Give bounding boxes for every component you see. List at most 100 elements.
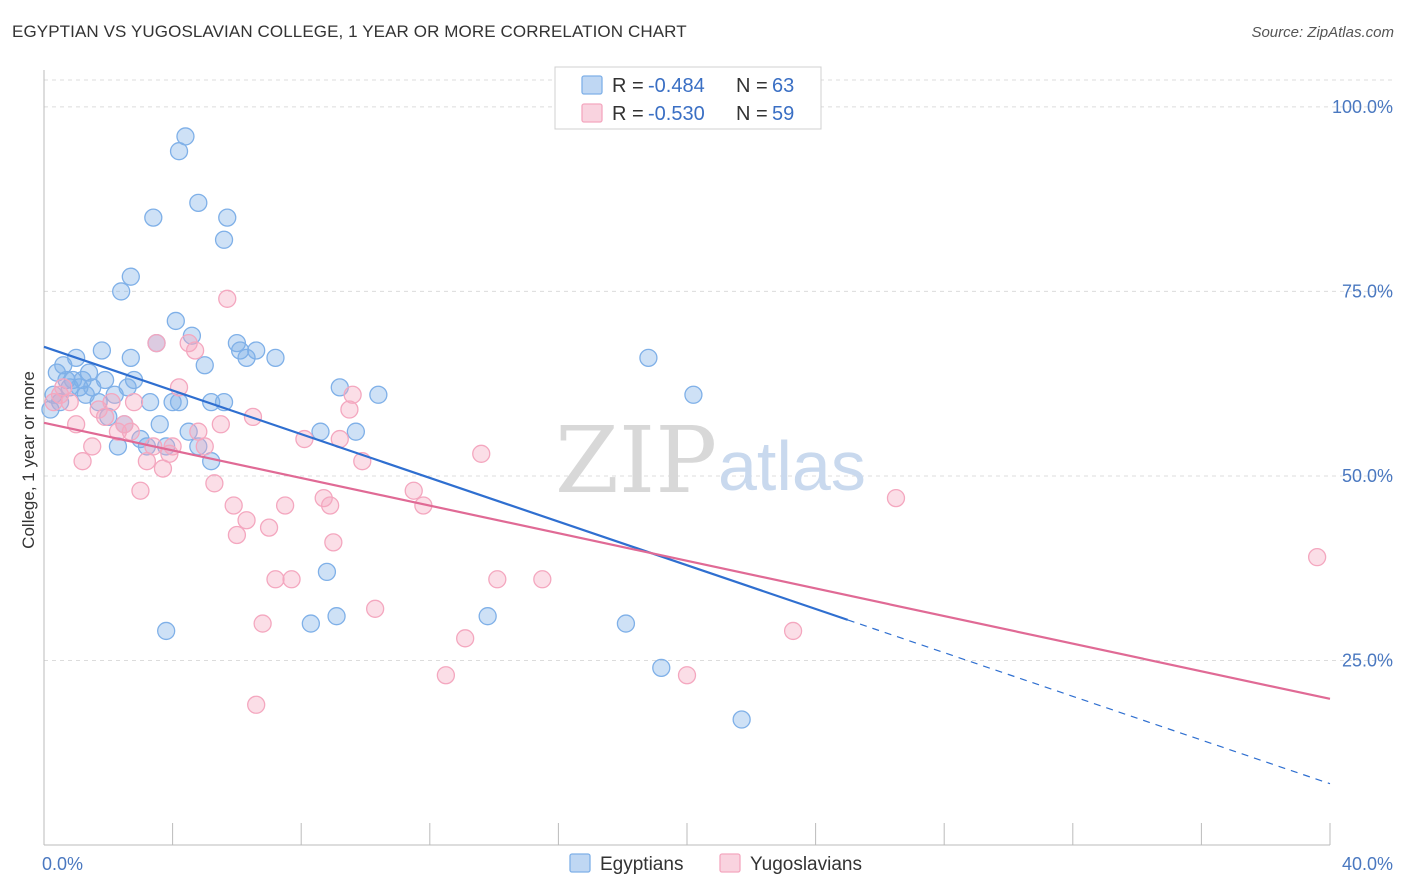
point-yugoslavians-36 [266, 570, 285, 589]
legend-n-label-egyptians: N = [736, 75, 768, 97]
y-tick-label-0: 25.0% [1342, 650, 1393, 670]
y-tick-label-1: 50.0% [1342, 466, 1393, 486]
y-tick-label-3: 100.0% [1332, 97, 1393, 117]
legend-r-value-egyptians: -0.484 [648, 75, 705, 97]
point-yugoslavians-45 [343, 385, 362, 404]
point-yugoslavians-11 [115, 415, 134, 434]
y-axis-label: College, 1 year or more [19, 371, 38, 549]
point-yugoslavians-53 [488, 570, 507, 589]
point-egyptians-43 [176, 127, 195, 146]
series-legend-swatch-egyptians[interactable] [569, 853, 591, 873]
point-yugoslavians-23 [185, 341, 205, 360]
stats-legend: R = -0.484 N = 63 R = -0.530 N = 59 [554, 66, 822, 130]
point-egyptians-52 [247, 341, 266, 360]
point-yugoslavians-10 [108, 422, 128, 441]
watermark-atlas: atlas [718, 427, 866, 505]
point-egyptians-22 [121, 348, 140, 368]
legend-n-value-yugoslavians: 59 [772, 103, 794, 125]
point-egyptians-59 [346, 422, 366, 441]
chart-source: Source: ZipAtlas.com [1251, 24, 1394, 41]
point-yugoslavians-38 [282, 570, 301, 589]
point-yugoslavians-40 [314, 488, 333, 508]
point-yugoslavians-0 [44, 392, 63, 412]
legend-n-value-egyptians: 63 [772, 75, 794, 97]
point-egyptians-40 [157, 621, 176, 641]
series-legend-label-egyptians[interactable]: Egyptians [600, 854, 683, 875]
point-yugoslavians-5 [73, 452, 92, 471]
point-egyptians-53 [266, 348, 285, 368]
point-yugoslavians-29 [224, 496, 243, 515]
point-yugoslavians-6 [83, 437, 102, 456]
legend-swatch-egyptians [581, 75, 603, 95]
point-egyptians-45 [189, 193, 208, 213]
point-egyptians-54 [301, 614, 320, 633]
point-yugoslavians-34 [253, 614, 272, 633]
point-yugoslavians-54 [533, 570, 552, 589]
point-egyptians-32 [179, 422, 198, 441]
legend-swatch-yugoslavians [581, 103, 603, 123]
point-egyptians-57 [327, 607, 346, 626]
legend-r-label-yugoslavians: R = [612, 103, 644, 125]
series-legend-swatch-yugoslavians[interactable] [719, 853, 741, 873]
point-yugoslavians-56 [783, 621, 803, 641]
point-egyptians-63 [639, 348, 658, 368]
series-legend-label-yugoslavians[interactable]: Yugoslavians [750, 854, 862, 875]
point-yugoslavians-9 [102, 392, 121, 412]
point-yugoslavians-27 [211, 415, 230, 434]
point-yugoslavians-41 [320, 496, 340, 515]
trend-lines [43, 345, 1331, 785]
point-yugoslavians-12 [121, 422, 140, 441]
point-yugoslavians-33 [247, 695, 266, 714]
point-egyptians-3 [50, 392, 70, 412]
point-egyptians-10 [73, 370, 92, 390]
point-egyptians-60 [369, 385, 388, 404]
point-egyptians-1 [44, 385, 63, 404]
point-egyptians-62 [616, 614, 636, 633]
point-yugoslavians-44 [340, 400, 359, 419]
point-yugoslavians-52 [472, 444, 491, 463]
point-egyptians-7 [63, 370, 83, 390]
gridlines [44, 79, 1392, 661]
point-yugoslavians-30 [227, 525, 247, 545]
point-egyptians-34 [195, 356, 214, 375]
point-egyptians-37 [112, 282, 131, 301]
point-yugoslavians-17 [147, 333, 166, 353]
point-yugoslavians-35 [259, 518, 279, 537]
point-egyptians-48 [218, 208, 237, 227]
x-tick-label-0: 0.0% [42, 854, 83, 874]
point-yugoslavians-50 [436, 666, 456, 685]
point-egyptians-46 [202, 392, 221, 412]
point-egyptians-41 [166, 311, 185, 331]
watermark: ZIP atlas [555, 407, 866, 514]
y-tick-label-2: 75.0% [1342, 281, 1393, 301]
legend-r-label-egyptians: R = [612, 75, 644, 97]
point-yugoslavians-25 [195, 437, 214, 456]
point-egyptians-38 [121, 267, 140, 286]
point-yugoslavians-51 [456, 629, 475, 648]
chart-title: EGYPTIAN VS YUGOSLAVIAN COLLEGE, 1 YEAR … [12, 22, 687, 41]
point-egyptians-16 [95, 370, 115, 390]
series-legend: Egyptians Yugoslavians [569, 853, 862, 875]
point-egyptians-15 [92, 341, 112, 360]
point-egyptians-66 [732, 710, 751, 729]
point-egyptians-28 [150, 415, 169, 434]
point-yugoslavians-28 [218, 289, 237, 308]
point-yugoslavians-55 [677, 666, 697, 685]
point-yugoslavians-31 [237, 511, 256, 530]
y-tick-labels: 25.0% 50.0% 75.0% 100.0% [1332, 97, 1393, 671]
watermark-zip: ZIP [555, 407, 717, 514]
point-egyptians-50 [230, 341, 250, 360]
point-egyptians-26 [140, 392, 160, 412]
point-egyptians-47 [214, 230, 234, 249]
x-tick-label-1: 40.0% [1342, 854, 1393, 874]
point-yugoslavians-42 [324, 533, 343, 552]
axes [43, 70, 1331, 846]
point-egyptians-39 [144, 208, 163, 227]
point-yugoslavians-3 [60, 392, 79, 412]
point-yugoslavians-26 [205, 474, 224, 493]
point-yugoslavians-37 [275, 496, 295, 515]
point-yugoslavians-58 [1307, 547, 1327, 567]
point-yugoslavians-14 [131, 481, 150, 500]
trend-line-yugoslavians [43, 421, 1331, 700]
